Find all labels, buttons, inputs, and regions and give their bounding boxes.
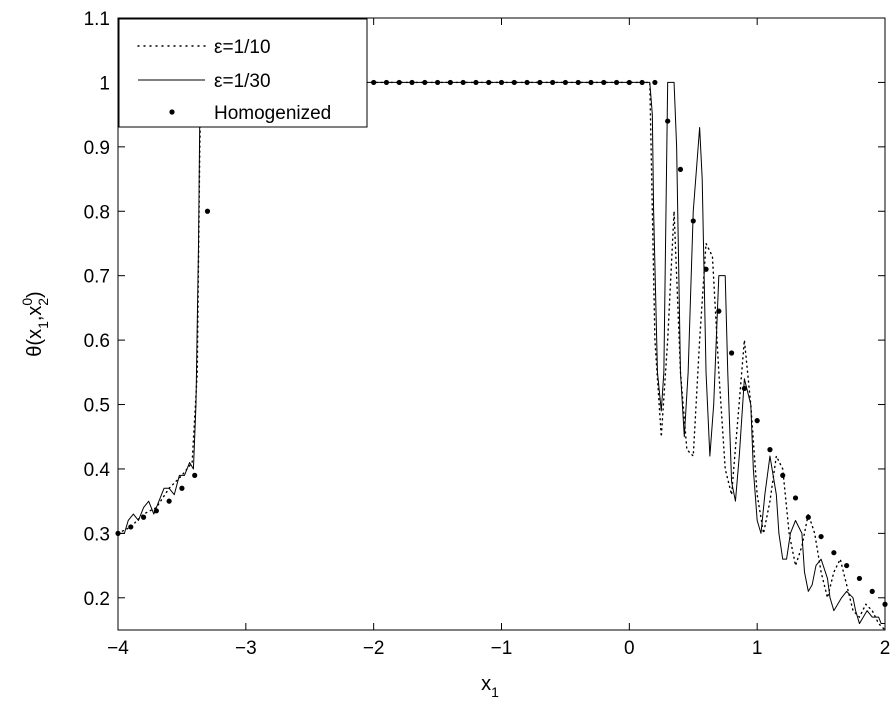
homogenized-point	[537, 79, 543, 86]
homogenized-point	[856, 575, 863, 582]
homogenized-point	[153, 508, 159, 514]
homogenized-point	[716, 308, 722, 314]
x-tick-label: −1	[491, 638, 513, 659]
homogenized-point	[166, 498, 172, 504]
y-tick-label: 0.9	[84, 138, 110, 159]
y-tick-label: 1	[99, 73, 110, 94]
y-axis-label-mid: ,x	[24, 306, 46, 322]
homogenized-point	[192, 472, 198, 478]
homogenized-point	[882, 601, 888, 607]
homogenized-point	[447, 79, 453, 86]
homogenized-point	[422, 79, 428, 86]
homogenized-point	[486, 79, 492, 86]
legend: ε=1/10 ε=1/30 Homogenized	[118, 18, 368, 128]
homogenized-point	[831, 550, 837, 556]
homogenized-point	[665, 118, 671, 124]
homogenized-point	[562, 79, 569, 86]
x-tick-label: −2	[363, 638, 385, 659]
y-tick-label: 0.5	[84, 396, 110, 417]
x-tick-label: 0	[624, 638, 635, 659]
homogenized-point	[434, 79, 441, 86]
x-tick-label: −3	[235, 638, 257, 659]
homogenized-point	[729, 350, 735, 356]
homogenized-point	[677, 166, 684, 172]
homogenized-point	[409, 79, 415, 86]
homogenized-point	[524, 79, 530, 86]
y-tick-label: 0.8	[84, 202, 110, 223]
y-axis-label-sub1: 1	[35, 321, 51, 329]
homogenized-point	[844, 562, 850, 569]
homogenized-point	[792, 495, 799, 501]
y-tick-label: 0.2	[84, 589, 110, 610]
homogenized-point	[140, 514, 147, 520]
y-axis-label-pre: θ(x	[24, 329, 46, 357]
homogenized-point	[639, 79, 645, 86]
homogenized-point	[498, 79, 505, 86]
x-tick-label: 2	[880, 638, 891, 659]
x-tick-label: −4	[107, 638, 129, 659]
homogenized-point	[575, 79, 581, 86]
homogenized-point	[626, 79, 632, 86]
legend-label-homogenized: Homogenized	[214, 103, 331, 124]
homogenized-point	[613, 79, 620, 86]
homogenized-point	[511, 79, 517, 86]
homogenized-point	[383, 79, 390, 86]
x-axis-label-main: x	[481, 673, 491, 695]
legend-box	[118, 18, 368, 128]
homogenized-point	[780, 472, 786, 478]
homogenized-point	[767, 447, 773, 453]
homogenized-point	[179, 485, 185, 491]
ticks-layer: −4 −3 −2 −1 0 1 2 0.2 0.3 0.4 0.5 0.6 0.7 0.8 0.9 1 1.1	[84, 9, 891, 659]
legend-label-eps10: ε=1/10	[214, 37, 271, 58]
homogenized-point	[473, 79, 479, 86]
homogenized-point	[805, 514, 811, 520]
y-tick-label: 0.3	[84, 524, 110, 545]
y-tick-label: 1.1	[84, 9, 110, 30]
homogenized-point	[396, 79, 402, 86]
x-axis-label-sub: 1	[491, 684, 499, 700]
homogenized-point	[754, 418, 760, 424]
homogenized-point	[204, 208, 211, 214]
homogenized-point	[741, 385, 747, 392]
x-tick-label: 1	[752, 638, 763, 659]
y-axis-label-post: )	[24, 291, 46, 298]
homogenized-point	[601, 79, 607, 86]
y-axis-label-sup: 0	[19, 298, 35, 306]
series-line-eps30	[118, 81, 885, 625]
y-axis-label: θ(x1,x02)	[19, 291, 51, 356]
homogenized-point	[703, 266, 709, 272]
series-line-eps10	[117, 81, 886, 631]
legend-sample-homogenized	[169, 109, 175, 115]
homogenized-point	[818, 533, 824, 540]
homogenized-point	[588, 79, 594, 86]
y-tick-label: 0.6	[84, 331, 110, 352]
homogenized-point	[690, 218, 696, 224]
y-axis-label-sub2: 2	[35, 298, 51, 306]
x-axis-label: x1	[481, 673, 499, 700]
homogenized-point	[128, 524, 134, 530]
y-tick-label: 0.7	[84, 267, 110, 288]
homogenized-point	[652, 79, 658, 86]
homogenized-point	[869, 588, 875, 594]
homogenized-point	[371, 79, 377, 86]
legend-label-eps30: ε=1/30	[214, 71, 271, 92]
homogenized-point	[460, 79, 466, 86]
homogenized-point	[550, 79, 556, 86]
y-tick-label: 0.4	[84, 460, 111, 481]
